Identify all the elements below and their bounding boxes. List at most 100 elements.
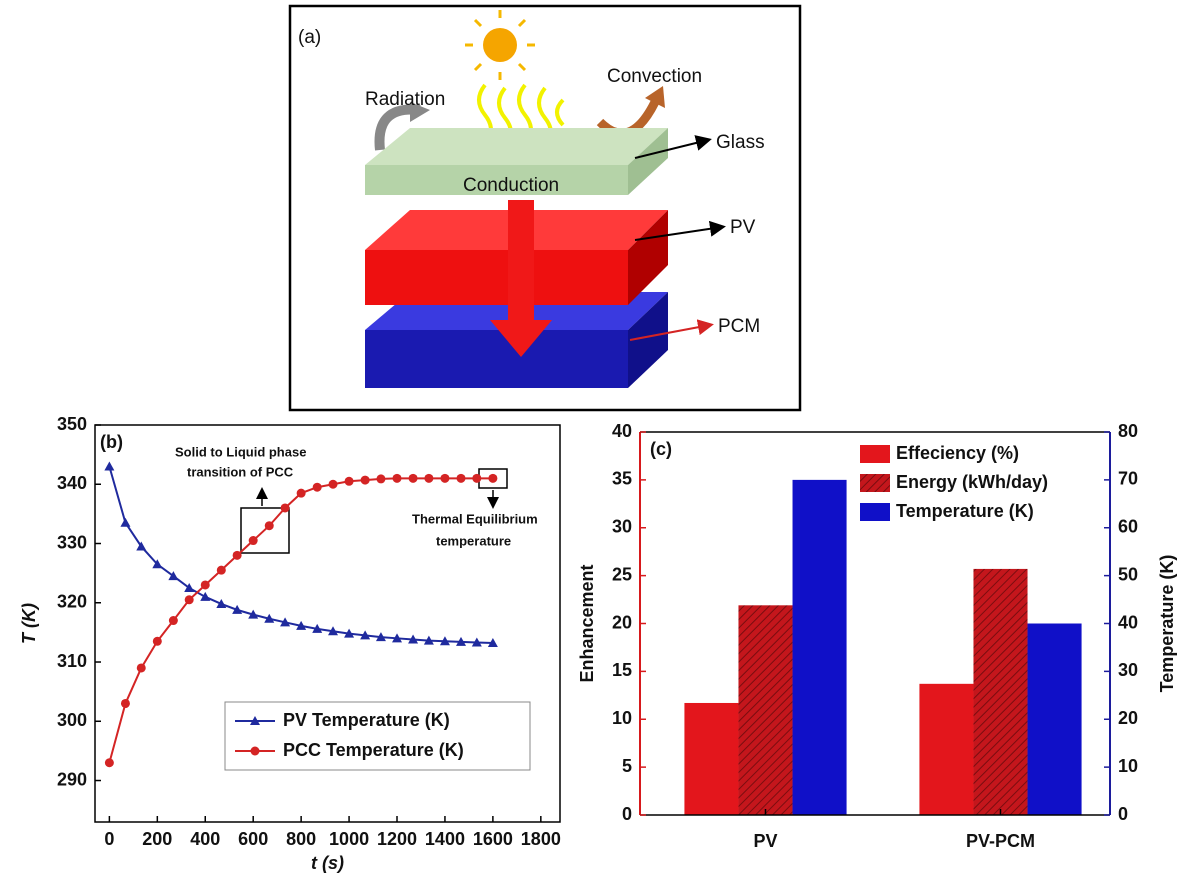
marker [457, 474, 466, 483]
y-tick-label: 300 [57, 710, 87, 730]
annotation: Solid to Liquid phase [175, 444, 306, 459]
legend-label: Temperature (K) [896, 501, 1034, 521]
x-tick-label: 200 [142, 829, 172, 849]
y-tick-label: 15 [612, 660, 632, 680]
marker [409, 474, 418, 483]
panel-label: (c) [650, 439, 672, 459]
y-tick-label: 60 [1118, 517, 1138, 537]
y-tick-label: 290 [57, 769, 87, 789]
annotation: temperature [436, 533, 511, 548]
y-tick-label: 350 [57, 414, 87, 434]
annotation: transition of PCC [187, 464, 294, 479]
conduction-arrow [508, 200, 534, 320]
pcm-label: PCM [718, 316, 760, 337]
convection-label: Convection [607, 66, 702, 87]
marker [120, 518, 130, 527]
y-tick-label: 40 [612, 421, 632, 441]
x-tick-label: 1400 [425, 829, 465, 849]
marker [105, 758, 114, 767]
legend-swatch [860, 445, 890, 463]
marker [265, 521, 274, 530]
glass-top [365, 128, 668, 165]
marker [345, 477, 354, 486]
bar [793, 480, 847, 815]
marker [201, 580, 210, 589]
annotation: Thermal Equilibrium [412, 511, 538, 526]
legend-swatch [860, 474, 890, 492]
pv-front [365, 250, 628, 305]
y-tick-label: 340 [57, 473, 87, 493]
marker [472, 474, 481, 483]
radiation-label: Radiation [365, 89, 445, 110]
conduction-label: Conduction [463, 175, 559, 196]
bar [738, 605, 792, 815]
y-tick-label: 50 [1118, 564, 1138, 584]
panel-label: (b) [100, 432, 123, 452]
y-tick-label: 0 [1118, 804, 1128, 824]
y-tick-label: 10 [1118, 756, 1138, 776]
x-tick-label: PV [753, 831, 777, 851]
y-tick-label: 10 [612, 708, 632, 728]
y-axis-label: T (K) [19, 603, 39, 644]
legend-label: Effeciency (%) [896, 443, 1019, 463]
x-tick-label: 1600 [473, 829, 513, 849]
marker [281, 503, 290, 512]
y-tick-label: 30 [612, 517, 632, 537]
x-tick-label: 1000 [329, 829, 369, 849]
marker [313, 483, 322, 492]
y-tick-label: 70 [1118, 469, 1138, 489]
marker [297, 489, 306, 498]
marker [488, 474, 497, 483]
x-tick-label: 600 [238, 829, 268, 849]
marker [169, 616, 178, 625]
annotations: Solid to Liquid phase transition of PCC … [175, 444, 538, 553]
y-tick-label: 35 [612, 469, 632, 489]
y-tick-label: 20 [1118, 708, 1138, 728]
marker [137, 663, 146, 672]
legend-label: Energy (kWh/day) [896, 472, 1048, 492]
marker [361, 476, 370, 485]
y-tick-label: 25 [612, 564, 632, 584]
page: (a) Radiation Convection Conduction [0, 0, 1187, 873]
y-tick-label: 30 [1118, 660, 1138, 680]
x-tick-label: 0 [104, 829, 114, 849]
x-tick-label: 400 [190, 829, 220, 849]
legend-label: PV Temperature (K) [283, 710, 450, 730]
legend-marker [251, 747, 260, 756]
y-axis-label: Enhancement [577, 564, 597, 682]
x-tick-label: 1200 [377, 829, 417, 849]
bar [973, 569, 1027, 815]
x-tick-label: 800 [286, 829, 316, 849]
marker [185, 595, 194, 604]
bar [919, 684, 973, 815]
y-tick-label: 40 [1118, 612, 1138, 632]
y-tick-label: 20 [612, 612, 632, 632]
y-tick-label: 80 [1118, 421, 1138, 441]
marker [233, 551, 242, 560]
marker [104, 461, 114, 470]
marker [440, 474, 449, 483]
y-tick-label: 5 [622, 756, 632, 776]
y-tick-label: 0 [622, 804, 632, 824]
diagram-label: (a) [298, 27, 321, 48]
y-tick-label: 310 [57, 651, 87, 671]
sun [483, 28, 517, 62]
marker [153, 637, 162, 646]
y2-axis-label: Temperature (K) [1157, 555, 1177, 693]
marker [329, 480, 338, 489]
bar [1028, 624, 1082, 816]
x-tick-label: 1800 [521, 829, 561, 849]
marker [393, 474, 402, 483]
legend-swatch [860, 503, 890, 521]
glass-label: Glass [716, 132, 765, 153]
pcm-front [365, 330, 628, 388]
x-tick-label: PV-PCM [966, 831, 1035, 851]
marker [217, 566, 226, 575]
marker [424, 474, 433, 483]
diagram: (a) Radiation Convection Conduction [290, 6, 800, 410]
y-tick-label: 320 [57, 592, 87, 612]
marker [200, 592, 210, 601]
marker [376, 474, 385, 483]
marker [121, 699, 130, 708]
pv-label: PV [730, 217, 756, 238]
